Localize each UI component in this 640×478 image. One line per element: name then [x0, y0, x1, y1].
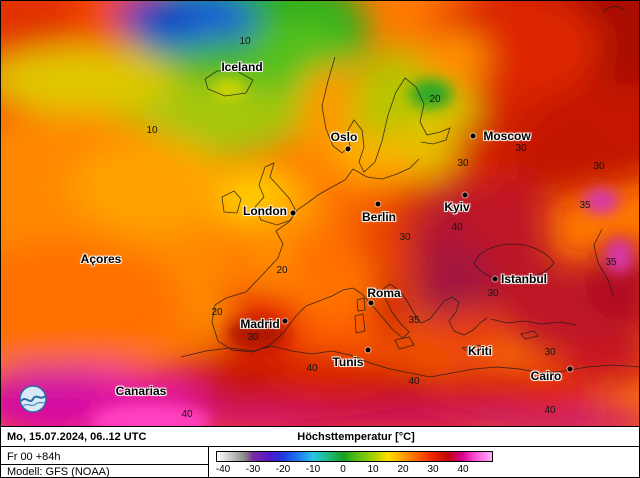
legend-tick-label: 40	[457, 464, 469, 475]
info-bar-top-row: Mo, 15.07.2024, 06..12 UTC Höchsttempera…	[1, 427, 639, 447]
footer-divider-horizontal	[1, 464, 208, 465]
city-label: Roma	[367, 286, 401, 300]
city-dot	[462, 192, 468, 198]
contour-value-label: 30	[457, 158, 469, 169]
contour-value-label: 40	[181, 409, 193, 420]
contour-value-label: 40	[451, 222, 463, 233]
legend-colorbar	[216, 451, 493, 462]
model-label: Modell: GFS (NOAA)	[7, 466, 110, 478]
city-label: Açores	[80, 252, 122, 266]
city-label: Moscow	[483, 129, 531, 143]
city-layer: Iceland Oslo Moscow London Berlin Kyiv Istanbu…	[1, 1, 639, 426]
city-label: Iceland	[221, 60, 263, 74]
contour-value-label: 30	[247, 332, 259, 343]
city-label: Kyiv	[444, 200, 470, 214]
contour-label-layer: 10 10 20 30 30 30 35 40 30 20 35 30 20 35 30 30 40 40 40 40	[1, 1, 639, 426]
city-dot	[365, 347, 371, 353]
city-label: London	[243, 204, 287, 218]
contour-value-label: 35	[579, 200, 591, 211]
info-bar: Mo, 15.07.2024, 06..12 UTC Höchsttempera…	[1, 426, 639, 478]
contour-value-label: 30	[399, 232, 411, 243]
legend-tick-label: 20	[397, 464, 409, 475]
city-label: Madrid	[240, 317, 280, 331]
contour-value-label: 20	[429, 94, 441, 105]
contour-value-label: 30	[487, 288, 499, 299]
wetterzentrale-logo	[19, 385, 47, 413]
contour-value-label: 40	[408, 376, 420, 387]
datetime-label: Mo, 15.07.2024, 06..12 UTC	[7, 431, 147, 443]
contour-value-label: 20	[211, 307, 223, 318]
city-label: Oslo	[330, 130, 358, 144]
contour-value-label: 35	[408, 315, 420, 326]
legend-tick-label: -30	[245, 464, 261, 475]
city-label: Canarias	[115, 384, 167, 398]
city-dot	[282, 318, 288, 324]
city-label: Cairo	[530, 369, 562, 383]
legend-tick-label: 0	[340, 464, 346, 475]
contour-value-label: 30	[544, 347, 556, 358]
legend-tick-label: 30	[427, 464, 439, 475]
city-dot	[492, 276, 498, 282]
legend-tick-label: -20	[275, 464, 291, 475]
legend-tick-label: 10	[367, 464, 379, 475]
legend-ticks: -40 -30 -20 -10 0 10 20 30 40	[215, 464, 493, 477]
coastlines	[180, 5, 639, 378]
footer-divider-vertical	[208, 447, 209, 477]
city-label: Kriti	[468, 344, 492, 358]
city-label: Istanbul	[500, 272, 548, 286]
legend-title: Höchsttemperatur [°C]	[297, 431, 415, 443]
contour-value-label: 35	[605, 257, 617, 268]
contour-value-label: 20	[276, 265, 288, 276]
city-dot	[567, 366, 573, 372]
contour-value-label: 30	[515, 143, 527, 154]
contour-value-label: 10	[146, 125, 158, 136]
city-label: Tunis	[332, 355, 364, 369]
contour-value-label: 30	[593, 161, 605, 172]
city-dot	[345, 146, 351, 152]
legend-tick-label: -10	[305, 464, 321, 475]
city-label: Berlin	[361, 210, 397, 224]
city-dot	[368, 300, 374, 306]
forecast-run-label: Fr 00 +84h	[7, 451, 61, 463]
contour-value-label: 40	[306, 363, 318, 374]
legend-tick-label: -40	[215, 464, 231, 475]
temperature-field-image	[1, 1, 639, 426]
city-dot	[470, 133, 476, 139]
contour-value-label: 10	[239, 36, 251, 47]
contour-value-label: 40	[544, 405, 556, 416]
city-dot	[290, 210, 296, 216]
europe-max-temperature-map: 10 10 20 30 30 30 35 40 30 20 35 30 20 35 30 30 40 40 40 40…	[1, 1, 639, 426]
city-dot	[375, 201, 381, 207]
